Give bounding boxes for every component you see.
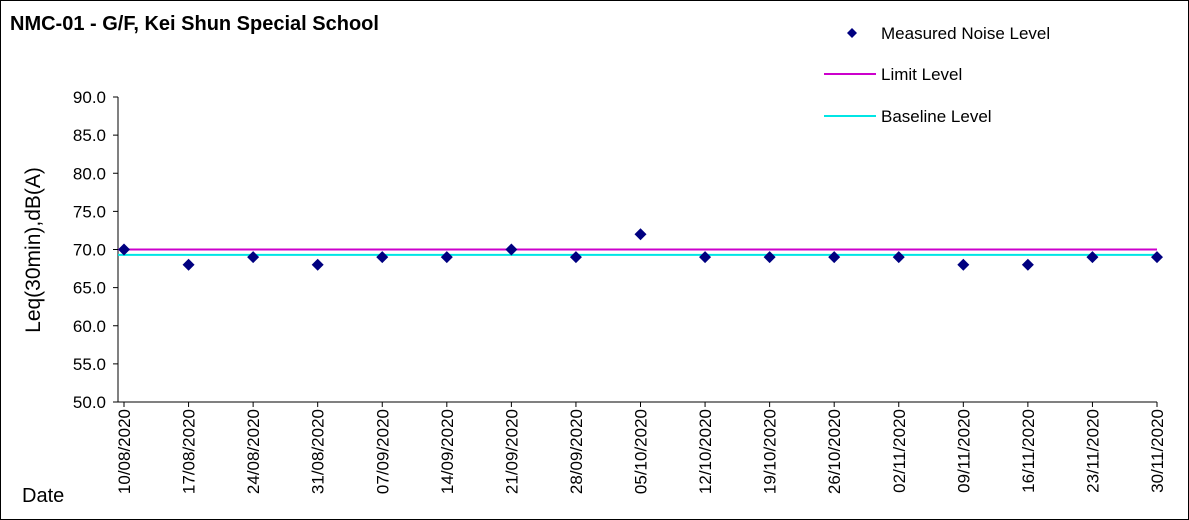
x-tick-label: 21/09/2020 (502, 409, 521, 494)
data-point (1151, 251, 1163, 264)
data-point (505, 243, 518, 256)
data-point (1086, 251, 1099, 264)
y-tick-label: 85.0 (73, 126, 106, 145)
y-tick-label: 75.0 (73, 202, 106, 221)
y-tick-label: 90.0 (73, 88, 106, 107)
y-tick-label: 65.0 (73, 279, 106, 298)
data-point (957, 258, 970, 271)
y-tick-label: 80.0 (73, 164, 106, 183)
x-tick-label: 10/08/2020 (115, 409, 134, 494)
x-tick-label: 26/10/2020 (825, 409, 844, 494)
chart-title: NMC-01 - G/F, Kei Shun Special School (10, 13, 379, 35)
x-tick-label: 28/09/2020 (567, 409, 586, 494)
data-point (699, 251, 712, 264)
y-tick-label: 55.0 (73, 355, 106, 374)
data-point (892, 251, 905, 264)
y-axis-label: Leq(30min),dB(A) (22, 167, 45, 333)
y-tick-label: 50.0 (73, 393, 106, 412)
data-point (118, 243, 130, 256)
legend-marker-measured (847, 28, 857, 38)
x-tick-label: 24/08/2020 (244, 409, 263, 494)
data-point (1021, 258, 1034, 271)
data-point (763, 251, 776, 264)
data-point (634, 228, 647, 241)
x-tick-label: 30/11/2020 (1148, 409, 1167, 493)
y-axis: 50.0 55.0 60.0 65.0 70.0 75.0 80.0 85.0 90.0 (73, 88, 119, 412)
y-tick-label: 70.0 (73, 241, 106, 260)
data-point (440, 251, 453, 264)
x-tick-label: 05/10/2020 (632, 409, 651, 494)
measured-points (118, 228, 1163, 271)
data-point (569, 251, 582, 264)
x-tick-label: 14/09/2020 (438, 409, 457, 494)
data-point (311, 258, 324, 271)
x-tick-label: 17/08/2020 (180, 409, 199, 494)
legend-label: Limit Level (881, 65, 962, 84)
x-tick-label: 19/10/2020 (761, 409, 780, 494)
x-axis-label: Date (22, 485, 64, 507)
x-tick-label: 16/11/2020 (1019, 409, 1038, 493)
data-point (376, 251, 389, 264)
data-point (247, 251, 260, 264)
legend-label: Baseline Level (881, 107, 992, 126)
x-tick-label: 09/11/2020 (954, 409, 973, 493)
x-axis: 10/08/2020 17/08/2020 24/08/2020 31/08/2020… (115, 401, 1167, 494)
x-tick-label: 12/10/2020 (696, 409, 715, 494)
data-point (828, 251, 841, 264)
y-tick-label: 60.0 (73, 317, 106, 336)
x-tick-label: 31/08/2020 (309, 409, 328, 494)
legend-label: Measured Noise Level (881, 24, 1050, 43)
x-tick-label: 23/11/2020 (1083, 409, 1102, 493)
data-point (182, 258, 195, 271)
reference-lines (118, 248, 1157, 256)
x-tick-label: 07/09/2020 (373, 409, 392, 494)
legend: Measured Noise Level Limit Level Baseline … (824, 24, 1050, 126)
x-tick-label: 02/11/2020 (890, 409, 909, 493)
